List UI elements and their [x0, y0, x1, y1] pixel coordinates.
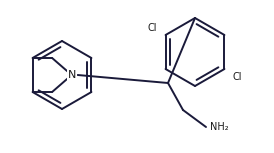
Text: N: N: [67, 70, 76, 80]
Text: Cl: Cl: [148, 22, 157, 32]
Text: Cl: Cl: [233, 71, 242, 82]
Text: NH₂: NH₂: [210, 122, 229, 132]
